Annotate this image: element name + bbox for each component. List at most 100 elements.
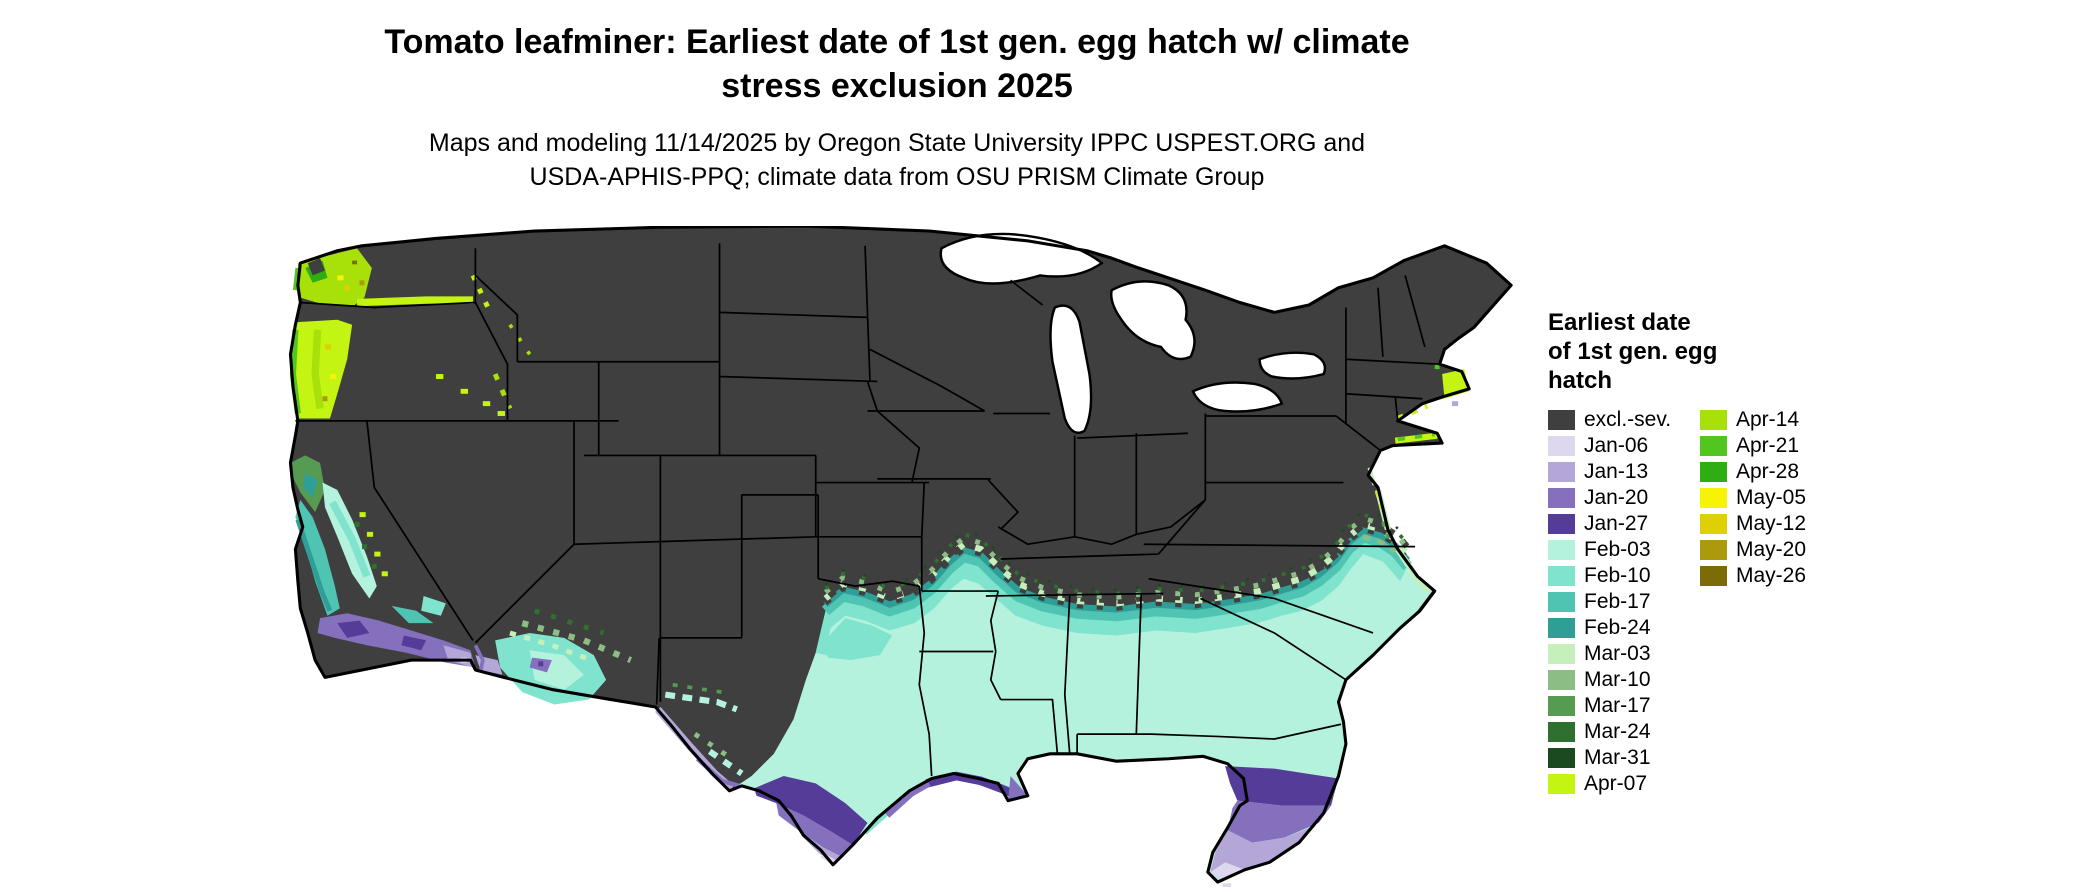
- zone-mar10-va-coast: [1362, 534, 1397, 554]
- legend-label: Mar-10: [1584, 668, 1651, 691]
- legend-swatch-jan13: [1548, 462, 1575, 482]
- legend-swatch-mar03: [1548, 644, 1575, 664]
- legend-item-mar31: Mar-31: [1548, 745, 1700, 771]
- zone-apr07-columbia-gorge: [356, 296, 473, 307]
- legend-item-apr21: Apr-21: [1700, 433, 1852, 459]
- legend-label: excl.-sev.: [1584, 408, 1672, 431]
- legend-column-2: Apr-14 Apr-21 Apr-28 May-05 May-12 May-20 May-…: [1700, 407, 1852, 797]
- legend-item-mar03: Mar-03: [1548, 641, 1700, 667]
- legend-item-may26: May-26: [1700, 563, 1852, 589]
- zone-mar10-mogollon: [521, 620, 632, 663]
- us-map: [288, 226, 1513, 887]
- legend-swatch-may26: [1700, 566, 1727, 586]
- us-outline: [288, 226, 1513, 884]
- legend-swatch-feb03: [1548, 540, 1575, 560]
- legend-label: Feb-17: [1584, 590, 1651, 613]
- zone-feb03-west-texas: [707, 748, 744, 777]
- zone-feb17-ca-coast: [295, 499, 340, 616]
- zone-jan13-islands: [1451, 401, 1459, 407]
- legend-swatch-may20: [1700, 540, 1727, 560]
- legend-swatch-jan20: [1548, 488, 1575, 508]
- zone-may12-puget: [344, 285, 350, 291]
- zone-jan20-tx-coast: [885, 780, 931, 818]
- page-subtitle: Maps and modeling 11/14/2025 by Oregon S…: [250, 126, 1544, 194]
- legend-swatch-apr07: [1548, 774, 1575, 794]
- legend-swatch-feb17: [1548, 592, 1575, 612]
- zone-mar17-delmarva: [1381, 521, 1393, 545]
- zone-jan20-stx: [776, 803, 853, 858]
- zone-jan13-florida: [1210, 825, 1317, 880]
- legend-swatch-mar17: [1548, 696, 1575, 716]
- zone-apr21-wa-coast: [292, 267, 301, 291]
- legend-item-mar17: Mar-17: [1548, 693, 1700, 719]
- lake-huron: [1110, 280, 1196, 361]
- zone-jan20-colorado-river: [473, 644, 485, 673]
- legend-item-feb03: Feb-03: [1548, 537, 1700, 563]
- legend-label: Jan-06: [1584, 434, 1649, 457]
- zone-apr21-boston: [1434, 364, 1440, 370]
- legend-label: Mar-31: [1584, 746, 1651, 769]
- legend-label: Jan-27: [1584, 512, 1649, 535]
- legend-swatch-feb24: [1548, 618, 1575, 638]
- legend-label: Apr-28: [1736, 460, 1800, 483]
- legend-label: Jan-13: [1584, 460, 1649, 483]
- legend-label: May-12: [1736, 512, 1807, 535]
- legend-label: Apr-21: [1736, 434, 1800, 457]
- legend-title-line-2: of 1st gen. egg: [1548, 338, 1718, 365]
- legend-item-jan27: Jan-27: [1548, 511, 1700, 537]
- zone-apr14-snake: [492, 373, 513, 410]
- legend-label: May-26: [1736, 564, 1807, 587]
- zone-mar24-sierra-specks: [354, 522, 377, 569]
- legend-label: Mar-03: [1584, 642, 1651, 665]
- legend-item-may05: May-05: [1700, 485, 1852, 511]
- legend-swatch-mar31: [1548, 748, 1575, 768]
- legend-item-mar10: Mar-10: [1548, 667, 1700, 693]
- zone-apr07-idaho: [470, 274, 493, 314]
- legend-label: Mar-24: [1584, 720, 1651, 743]
- zone-feb10-band: [815, 536, 1408, 656]
- zone-apr07-east-oregon-specks: [435, 374, 506, 416]
- legend-swatch-may05: [1700, 488, 1727, 508]
- zone-feb10-mojave: [421, 595, 446, 616]
- legend-swatch-may12: [1700, 514, 1727, 534]
- state-boundaries: [295, 243, 1440, 777]
- legend-title-line-3: hatch: [1548, 367, 1613, 394]
- zone-jan20-delta: [1008, 776, 1028, 801]
- legend-column-1: excl.-sev. Jan-06 Jan-13 Jan-20 Jan-27 Feb-03…: [1548, 407, 1700, 797]
- legend-swatch-apr14: [1700, 410, 1727, 430]
- legend-label: May-20: [1736, 538, 1807, 561]
- lake-erie: [1191, 381, 1284, 413]
- zone-apr14-west-washington: [297, 248, 372, 306]
- zone-feb17-mojave: [391, 605, 434, 624]
- zone-feb24-ca-coastline: [295, 518, 333, 612]
- zone-jan27-florida: [1225, 766, 1339, 806]
- legend-label: Feb-03: [1584, 538, 1651, 561]
- legend-label: Feb-24: [1584, 616, 1651, 639]
- zone-may26-cascades: [352, 260, 358, 265]
- legend-item-feb17: Feb-17: [1548, 589, 1700, 615]
- zone-mar24-mogollon: [533, 608, 605, 636]
- title-line-1: Tomato leafminer: Earliest date of 1st g…: [384, 23, 1410, 61]
- legend-columns: excl.-sev. Jan-06 Jan-13 Jan-20 Jan-27 Feb-03…: [1548, 407, 2028, 797]
- zone-feb10-valley-core: [329, 500, 371, 578]
- zone-feb24-norcal: [302, 472, 318, 498]
- zone-jan27-la-coast: [925, 771, 1020, 800]
- zone-gray-olympics: [307, 258, 325, 276]
- zone-apr07-sierra-specks: [359, 512, 388, 577]
- zone-jan27-socal-1: [337, 620, 370, 638]
- legend-swatch-feb10: [1548, 566, 1575, 586]
- zone-jan06-keys: [1222, 883, 1232, 887]
- legend-swatch-excl_sev: [1548, 410, 1575, 430]
- legend-item-feb24: Feb-24: [1548, 615, 1700, 641]
- zone-feb03-nm-south: [664, 691, 738, 713]
- lake-ontario: [1258, 351, 1327, 380]
- legend-item-apr14: Apr-14: [1700, 407, 1852, 433]
- legend-label: May-05: [1736, 486, 1807, 509]
- legend-item-feb10: Feb-10: [1548, 563, 1700, 589]
- title-line-2: stress exclusion 2025: [721, 67, 1073, 105]
- legend-label: Apr-07: [1584, 772, 1648, 795]
- zone-apr14-willamette: [311, 329, 324, 410]
- legend-swatch-jan06: [1548, 436, 1575, 456]
- zone-jan27-socal-2: [401, 635, 427, 651]
